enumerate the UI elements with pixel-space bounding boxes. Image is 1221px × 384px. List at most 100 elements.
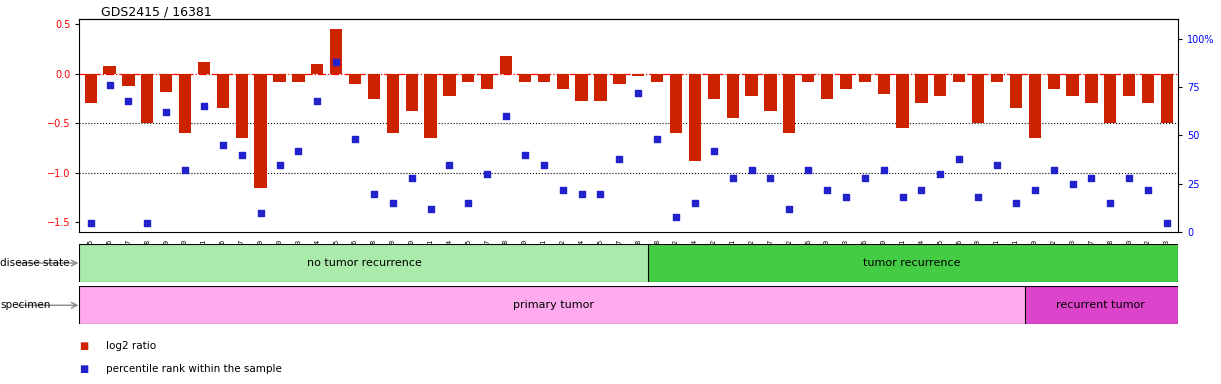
Point <box>1044 167 1063 174</box>
Point <box>1100 200 1120 206</box>
Bar <box>557 74 569 89</box>
Bar <box>405 74 418 111</box>
Bar <box>878 74 890 94</box>
Point <box>1024 187 1044 193</box>
Point <box>364 190 383 197</box>
Bar <box>160 74 172 91</box>
Point <box>440 161 459 167</box>
Bar <box>783 74 795 133</box>
Point <box>761 175 780 181</box>
Bar <box>764 74 777 111</box>
Bar <box>481 74 493 89</box>
Bar <box>745 74 758 96</box>
Bar <box>537 74 549 82</box>
Bar <box>236 74 248 138</box>
Bar <box>1085 74 1098 103</box>
Point <box>893 194 912 200</box>
Text: ■: ■ <box>79 364 89 374</box>
Point <box>912 187 932 193</box>
Text: percentile rank within the sample: percentile rank within the sample <box>106 364 282 374</box>
Point <box>326 59 346 65</box>
Point <box>1062 181 1082 187</box>
Point <box>477 171 497 177</box>
Text: tumor recurrence: tumor recurrence <box>863 258 961 268</box>
Bar <box>1142 74 1154 103</box>
Bar <box>1048 74 1060 89</box>
Bar <box>1028 74 1040 138</box>
Point <box>968 194 988 200</box>
Bar <box>896 74 908 128</box>
Point <box>288 148 308 154</box>
Point <box>214 142 233 148</box>
Bar <box>368 74 380 99</box>
Point <box>250 210 270 216</box>
Point <box>1158 220 1177 226</box>
Point <box>855 175 874 181</box>
Bar <box>122 74 134 86</box>
Point <box>1082 175 1101 181</box>
Text: specimen: specimen <box>0 300 50 310</box>
Text: ■: ■ <box>79 341 89 351</box>
Point <box>609 156 629 162</box>
Point <box>138 220 158 226</box>
Bar <box>142 74 154 123</box>
Point <box>421 206 441 212</box>
Point <box>930 171 950 177</box>
Point <box>81 220 100 226</box>
Bar <box>463 74 475 82</box>
Bar <box>84 74 96 103</box>
Point <box>1138 187 1158 193</box>
Bar <box>217 74 230 108</box>
Bar <box>991 74 1004 82</box>
Bar <box>670 74 683 133</box>
Point <box>496 113 515 119</box>
Bar <box>1123 74 1136 96</box>
Bar <box>651 74 663 82</box>
Point <box>874 167 894 174</box>
Point <box>553 187 573 193</box>
Text: disease state: disease state <box>0 258 70 268</box>
Text: GDS2415 / 16381: GDS2415 / 16381 <box>101 5 212 18</box>
Bar <box>972 74 984 123</box>
Bar <box>1010 74 1022 108</box>
Text: primary tumor: primary tumor <box>513 300 593 310</box>
Text: no tumor recurrence: no tumor recurrence <box>306 258 422 268</box>
Bar <box>79 244 650 282</box>
Point <box>647 136 667 142</box>
Bar <box>647 244 1178 282</box>
Text: log2 ratio: log2 ratio <box>106 341 156 351</box>
Bar <box>79 286 1027 324</box>
Bar <box>689 74 701 161</box>
Bar <box>632 74 645 76</box>
Text: recurrent tumor: recurrent tumor <box>1056 300 1145 310</box>
Point <box>515 152 535 158</box>
Point <box>723 175 742 181</box>
Bar <box>821 74 833 99</box>
Bar <box>708 74 720 99</box>
Bar <box>916 74 928 103</box>
Bar <box>443 74 455 96</box>
Bar <box>387 74 399 133</box>
Bar <box>425 74 437 138</box>
Bar <box>104 66 116 74</box>
Point <box>194 103 214 109</box>
Bar <box>613 74 625 84</box>
Bar <box>802 74 814 82</box>
Point <box>988 161 1007 167</box>
Point <box>705 148 724 154</box>
Bar <box>179 74 192 133</box>
Point <box>270 161 289 167</box>
Point <box>685 200 705 206</box>
Point <box>817 187 836 193</box>
Point <box>100 82 120 88</box>
Point <box>232 152 252 158</box>
Bar <box>1161 74 1173 123</box>
Point <box>156 109 176 115</box>
Point <box>118 98 138 104</box>
Bar <box>1066 74 1078 96</box>
Bar <box>858 74 871 82</box>
Point <box>1006 200 1026 206</box>
Bar <box>726 74 739 118</box>
Point <box>836 194 856 200</box>
Bar <box>198 62 210 74</box>
